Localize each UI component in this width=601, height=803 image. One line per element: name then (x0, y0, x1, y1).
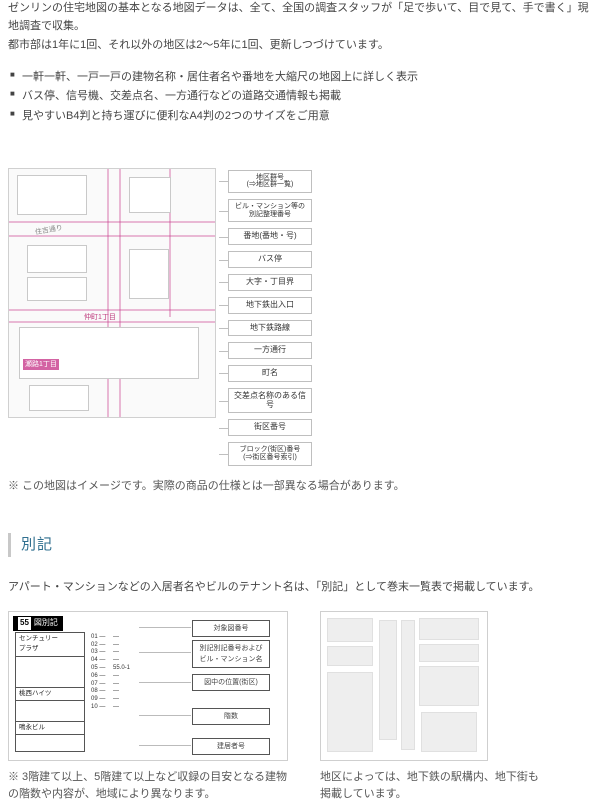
intro-block: ゼンリンの住宅地図の基本となる地図データは、全て、全国の調査スタッフが「足で歩い… (8, 0, 593, 55)
legend-item: 地区群号 (⇒地区群一覧) (228, 170, 312, 193)
map-section: 仲町1丁目 住吉通り 瀬路1丁目 地区群号 (⇒地区群一覧) ビル・マンション等… (8, 168, 593, 496)
intro-line-2: 都市部は1年に1回、それ以外の地区は2～5年に1回、更新しつづけています。 (8, 37, 593, 55)
bekki-right-caption: 地区によっては、地下鉄の駅構内、地下街も掲載しています。 (320, 769, 540, 803)
bekki-left-column: 55 図別記 センチュリー プラザ 桃西ハイツ 鳴永ビル 01 —02 —03 … (8, 611, 290, 803)
feature-item: 見やすいB4判と持ち運びに便利なA4判の2つのサイズをご用意 (10, 108, 593, 126)
bekki-header-num: 55 (18, 617, 31, 630)
section-heading-bekki: 別記 (8, 533, 593, 557)
bekki-label-b1: 対象図番号 (192, 620, 270, 637)
bekki-label-b4: 階数 (192, 708, 270, 725)
bekki-name-3: 鳴永ビル (15, 721, 85, 735)
bekki-name-1: センチュリー プラザ (15, 632, 85, 657)
bekki-sample-image: 55 図別記 センチュリー プラザ 桃西ハイツ 鳴永ビル 01 —02 —03 … (8, 611, 288, 761)
map-label-main: 仲町1丁目 (84, 312, 116, 323)
legend-item: ビル・マンション等の 別記整理番号 (228, 199, 312, 222)
legend-item: 交差点名称のある信号 (228, 388, 312, 414)
bekki-label-b5: 建居者号 (192, 738, 270, 755)
feature-item: バス停、信号機、交差点名、一方通行などの道路交通情報も掲載 (10, 88, 593, 106)
bekki-underground-image (320, 611, 488, 761)
map-note: ※ この地図はイメージです。実際の商品の仕様とは一部異なる場合があります。 (8, 478, 593, 496)
sample-map-image: 仲町1丁目 住吉通り 瀬路1丁目 (8, 168, 216, 418)
feature-item: 一軒一軒、一戸一戸の建物名称・居住者名や番地を大縮尺の地図上に詳しく表示 (10, 69, 593, 87)
bekki-label-b2: 別記別記番号および ビル・マンション名 (192, 640, 270, 668)
bekki-label-b3: 図中の位置(街区) (192, 674, 270, 691)
map-legend: 地区群号 (⇒地区群一覧) ビル・マンション等の 別記整理番号 番地(番地・号)… (228, 168, 312, 466)
bekki-left-caption: ※ 3階建て以上、5階建て以上など収録の目安となる建物の階数や内容が、地域により… (8, 769, 290, 803)
legend-item: 地下鉄出入口 (228, 297, 312, 314)
bekki-header-badge: 55 図別記 (13, 616, 63, 631)
bekki-right-column: 地区によっては、地下鉄の駅構内、地下街も掲載しています。 (320, 611, 540, 803)
legend-item: バス停 (228, 251, 312, 268)
bekki-description: アパート・マンションなどの入居者名やビルのテナント名は、「別記」として巻末一覧表… (8, 579, 593, 597)
bekki-row: 55 図別記 センチュリー プラザ 桃西ハイツ 鳴永ビル 01 —02 —03 … (8, 611, 593, 803)
legend-item: 地下鉄路線 (228, 320, 312, 337)
map-label-area2: 瀬路1丁目 (23, 359, 59, 370)
legend-item: 番地(番地・号) (228, 228, 312, 245)
legend-item: ブロック(街区)番号 (⇒街区番号索引) (228, 442, 312, 465)
bekki-header-label: 図別記 (34, 617, 58, 630)
bekki-table: センチュリー プラザ 桃西ハイツ 鳴永ビル (15, 632, 85, 752)
intro-line-1: ゼンリンの住宅地図の基本となる地図データは、全て、全国の調査スタッフが「足で歩い… (8, 0, 593, 35)
legend-item: 街区番号 (228, 419, 312, 436)
legend-item: 大字・丁目界 (228, 274, 312, 291)
legend-item: 一方通行 (228, 342, 312, 359)
bekki-name-2: 桃西ハイツ (15, 687, 85, 701)
legend-item: 町名 (228, 365, 312, 382)
feature-list: 一軒一軒、一戸一戸の建物名称・居住者名や番地を大縮尺の地図上に詳しく表示 バス停… (10, 69, 593, 126)
